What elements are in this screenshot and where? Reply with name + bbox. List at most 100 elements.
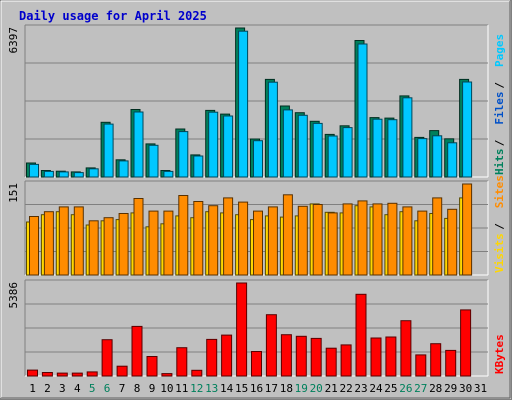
visits-sites-sites-bar bbox=[58, 206, 69, 276]
hits-files-pages-files-bar bbox=[462, 81, 473, 178]
x-tick-label: 11 bbox=[175, 382, 188, 395]
kbytes-kbytes-bar bbox=[146, 356, 158, 377]
kbytes-kbytes-bar bbox=[176, 347, 188, 377]
x-tick-label: 2 bbox=[44, 382, 51, 395]
kbytes-kbytes-bar bbox=[56, 372, 68, 377]
kbytes-kbytes-bar bbox=[280, 334, 292, 377]
kbytes-legend-kbytes: KBytes bbox=[493, 334, 506, 374]
visits-sites-sites-bar bbox=[327, 212, 338, 276]
visits-sites-sites-bar bbox=[282, 194, 293, 276]
hits-files-pages-files-bar bbox=[402, 97, 413, 178]
kbytes-kbytes-bar bbox=[355, 293, 367, 377]
visits-sites-sites-bar bbox=[387, 202, 398, 276]
x-tick-label: 13 bbox=[205, 382, 218, 395]
visits-sites-sites-bar bbox=[357, 200, 368, 276]
visits-sites-sites-bar bbox=[267, 206, 278, 276]
hits-files-pages-files-bar bbox=[447, 142, 458, 178]
x-tick-label: 25 bbox=[384, 382, 397, 395]
hits-files-pages-files-bar bbox=[88, 168, 99, 178]
hits-files-pages-files-bar bbox=[253, 140, 263, 178]
x-tick-label: 28 bbox=[429, 382, 442, 395]
kbytes-kbytes-bar bbox=[221, 334, 233, 377]
visits-sites-sites-bar bbox=[312, 204, 323, 276]
x-tick-label: 20 bbox=[310, 382, 323, 395]
x-axis: 1 2 3 4 5 6 7 8 9 10 11 12 13 14 15 16 17 18 19 20 21 22 23 24 2… bbox=[29, 382, 487, 395]
kbytes-kbytes-bar bbox=[370, 337, 382, 377]
hits-files-pages-files-bar bbox=[73, 172, 84, 178]
kbytes-ymax-label: 5386 bbox=[7, 282, 20, 309]
visits-sites-sites-bar bbox=[73, 206, 84, 276]
x-tick-label: 6 bbox=[104, 382, 111, 395]
hits-files-pages-files-bar bbox=[432, 135, 443, 178]
x-tick-label: 24 bbox=[369, 382, 383, 395]
hits-files-pages-files-bar bbox=[223, 115, 234, 178]
visits-sites-sites-bar bbox=[253, 210, 263, 276]
x-tick-label: 22 bbox=[339, 382, 352, 395]
hits-files-pages-files-bar bbox=[103, 123, 114, 178]
hits-files-pages-files-bar bbox=[372, 118, 383, 178]
visits-sites-legend-sites: Sites bbox=[493, 175, 506, 208]
hits-files-pages-legend-pages: Pages bbox=[493, 34, 506, 67]
visits-sites-legend-separator: / bbox=[493, 223, 506, 230]
visits-sites-sites-bar bbox=[238, 201, 249, 276]
hits-files-pages-files-bar bbox=[238, 30, 249, 178]
hits-files-pages-files-bar bbox=[387, 119, 398, 178]
x-tick-label: 12 bbox=[190, 382, 203, 395]
x-tick-label: 8 bbox=[134, 382, 141, 395]
kbytes-kbytes-bar bbox=[460, 309, 472, 377]
x-tick-label: 1 bbox=[29, 382, 36, 395]
hits-files-pages-files-bar bbox=[193, 155, 204, 178]
hits-files-pages-files-bar bbox=[118, 160, 129, 178]
visits-sites-sites-bar bbox=[462, 183, 473, 276]
x-tick-label: 26 bbox=[399, 382, 412, 395]
visits-sites-sites-bar bbox=[43, 211, 54, 276]
visits-sites-ymax-label: 151 bbox=[7, 183, 20, 203]
visits-sites-sites-bar bbox=[223, 197, 234, 276]
visits-sites-legend-visits: Visits bbox=[493, 233, 506, 273]
visits-sites-sites-bar bbox=[88, 220, 99, 276]
kbytes-kbytes-bar bbox=[86, 371, 98, 377]
kbytes-kbytes-bar bbox=[385, 336, 397, 377]
x-tick-label: 15 bbox=[235, 382, 248, 395]
x-tick-label: 7 bbox=[119, 382, 126, 395]
hits-files-pages-legend-hits: Hits bbox=[493, 149, 506, 176]
hits-files-pages-files-bar bbox=[417, 138, 428, 178]
hits-files-pages-legend-separator: / bbox=[493, 82, 506, 89]
hits-files-pages-files-bar bbox=[297, 114, 308, 178]
visits-sites-sites-bar bbox=[432, 197, 443, 276]
x-tick-label: 27 bbox=[414, 382, 427, 395]
hits-files-pages-files-bar bbox=[357, 43, 368, 178]
hits-files-pages-files-bar bbox=[58, 171, 69, 178]
chart-title: Daily usage for April 2025 bbox=[19, 9, 207, 23]
kbytes-kbytes-bar bbox=[206, 338, 218, 377]
x-tick-label: 14 bbox=[220, 382, 234, 395]
kbytes-kbytes-bar bbox=[295, 335, 307, 377]
visits-sites-sites-bar bbox=[133, 198, 144, 276]
hits-files-pages-legend: Hits / Files / Pages bbox=[493, 34, 506, 175]
kbytes-kbytes-bar bbox=[101, 339, 113, 377]
hits-files-pages-files-bar bbox=[282, 109, 293, 178]
kbytes-kbytes-bar bbox=[251, 351, 262, 377]
hits-files-pages-files-bar bbox=[178, 131, 189, 178]
kbytes-kbytes-bar bbox=[27, 369, 38, 377]
kbytes-kbytes-bar bbox=[131, 325, 143, 377]
x-tick-label: 21 bbox=[325, 382, 338, 395]
hits-files-pages-legend-files: Files bbox=[493, 91, 506, 124]
hits-files-pages-files-bar bbox=[342, 127, 353, 178]
x-tick-label: 4 bbox=[74, 382, 81, 395]
x-tick-label: 30 bbox=[459, 382, 472, 395]
visits-sites-sites-bar bbox=[447, 208, 458, 276]
hits-files-pages-legend-separator: / bbox=[493, 139, 506, 146]
kbytes-legend: KBytes bbox=[493, 334, 506, 374]
kbytes-kbytes-bar bbox=[310, 337, 322, 377]
x-tick-label: 17 bbox=[265, 382, 278, 395]
hits-files-pages-files-bar bbox=[133, 111, 144, 178]
hits-files-pages-files-bar bbox=[312, 122, 323, 178]
kbytes-kbytes-bar bbox=[41, 372, 53, 377]
visits-sites-sites-bar bbox=[208, 205, 219, 276]
visits-sites-sites-bar bbox=[103, 217, 114, 276]
hits-files-pages-files-bar bbox=[208, 111, 219, 178]
visits-sites-sites-bar bbox=[417, 210, 428, 276]
kbytes-kbytes-bar bbox=[161, 373, 173, 377]
